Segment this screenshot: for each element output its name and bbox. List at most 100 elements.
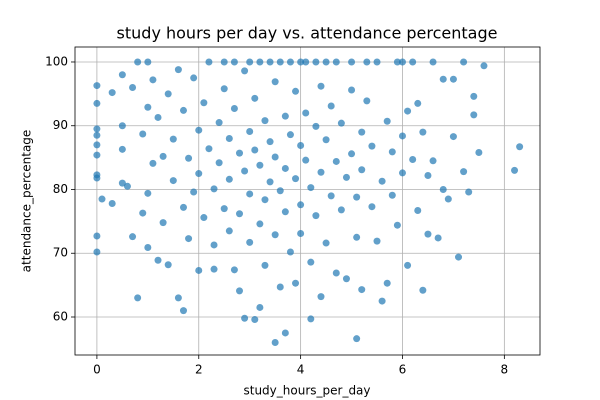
point (409, 58, 417, 66)
point (246, 238, 254, 246)
point (164, 90, 172, 98)
point (190, 188, 198, 196)
point (210, 241, 218, 249)
y-tick-label: 90 (53, 118, 68, 132)
point (424, 171, 432, 179)
point (185, 154, 193, 162)
point (327, 102, 335, 110)
point (271, 153, 279, 161)
point (297, 58, 305, 66)
point (144, 58, 152, 66)
point (378, 297, 386, 305)
y-axis-label: attendance_percentage (20, 130, 34, 273)
point (205, 58, 213, 66)
point (220, 58, 228, 66)
point (236, 287, 244, 295)
point (439, 185, 447, 193)
point (276, 187, 284, 195)
point (281, 329, 289, 337)
point (118, 145, 126, 153)
point (149, 159, 157, 167)
point (292, 279, 300, 287)
point (281, 164, 289, 172)
point (246, 58, 254, 66)
point (159, 219, 167, 227)
point (358, 286, 366, 294)
point (398, 169, 406, 177)
point (378, 177, 386, 185)
point (276, 58, 284, 66)
point (93, 125, 101, 133)
point (348, 86, 356, 94)
point (200, 214, 208, 222)
point (256, 58, 264, 66)
point (322, 58, 330, 66)
point (434, 234, 442, 242)
point (93, 131, 101, 139)
point (292, 175, 300, 183)
point (118, 71, 126, 79)
point (241, 167, 249, 175)
point (210, 185, 218, 193)
point (134, 294, 142, 302)
point (383, 279, 391, 287)
point (353, 193, 361, 201)
point (251, 316, 259, 324)
point (414, 207, 422, 215)
point (205, 145, 213, 153)
point (302, 109, 310, 117)
y-tick-label: 60 (53, 310, 68, 324)
point (195, 266, 203, 274)
y-tick-label: 100 (45, 54, 68, 68)
point (230, 266, 238, 274)
point (241, 314, 249, 322)
point (251, 146, 259, 154)
point (139, 130, 147, 138)
point (480, 62, 488, 70)
point (139, 209, 147, 217)
point (261, 196, 269, 204)
chart-title: study hours per day vs. attendance perce… (117, 24, 498, 43)
point (256, 303, 264, 311)
point (307, 258, 315, 266)
point (312, 58, 320, 66)
point (465, 188, 473, 196)
x-tick-label: 8 (501, 363, 509, 377)
point (266, 58, 274, 66)
point (337, 206, 345, 214)
point (144, 189, 152, 197)
point (307, 315, 315, 323)
point (185, 235, 193, 243)
point (281, 208, 289, 216)
point (373, 237, 381, 245)
point (179, 203, 187, 211)
point (241, 67, 249, 75)
point (236, 149, 244, 157)
point (439, 75, 447, 83)
point (414, 99, 422, 107)
point (149, 76, 157, 84)
point (332, 157, 340, 165)
point (317, 82, 325, 90)
point (322, 239, 330, 247)
point (256, 161, 264, 169)
point (455, 253, 463, 261)
point (179, 307, 187, 315)
point (363, 58, 371, 66)
x-axis-label: study_hours_per_day (243, 384, 370, 398)
point (118, 122, 126, 130)
point (342, 275, 350, 283)
point (398, 58, 406, 66)
point (230, 58, 238, 66)
point (302, 58, 310, 66)
point (266, 138, 274, 146)
point (195, 170, 203, 178)
point (332, 58, 340, 66)
point (297, 201, 305, 209)
point (93, 171, 101, 179)
point (118, 179, 126, 187)
point (388, 191, 396, 199)
point (246, 127, 254, 135)
point (317, 293, 325, 301)
point (93, 232, 101, 240)
